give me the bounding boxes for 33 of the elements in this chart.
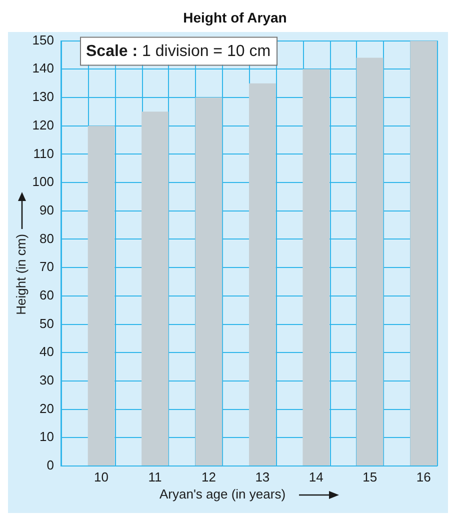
x-tick-label: 16 [416,469,431,484]
bar [142,112,168,466]
y-tick-label: 70 [40,259,54,274]
y-axis-title: Height (in cm) [14,234,29,315]
bar [356,58,384,466]
y-tick-label: 140 [32,60,54,76]
y-tick-label: 40 [40,344,54,360]
x-tick-label: 13 [255,469,270,484]
y-tick-label: 10 [40,429,54,444]
y-tick-label: 60 [40,288,54,302]
bar [302,69,330,466]
chart-title: Height of Aryan [183,9,287,26]
y-tick-label: 130 [32,89,54,104]
y-tick-label: 50 [40,316,54,331]
bar [195,97,222,466]
x-axis-title: Aryan's age (in years) [159,486,286,502]
y-tick-label: 0 [46,458,54,473]
y-tick-label: 80 [40,230,54,246]
bar [249,83,276,466]
y-tick-label: 30 [40,372,54,388]
x-tick-label: 15 [362,469,378,484]
x-tick-label: 10 [94,469,109,484]
y-tick-label: 120 [32,117,54,132]
y-tick-label: 110 [33,146,54,161]
annotation: Scale : 1 division = 10 cm [86,43,271,60]
x-tick-label: 12 [201,469,216,484]
y-tick-label: 20 [40,400,54,416]
bar [88,126,115,466]
y-tick-label: 150 [32,32,54,48]
x-tick-label: 14 [308,469,324,484]
y-tick-label: 100 [32,174,54,190]
x-tick-label: 11 [148,469,162,484]
y-tick-label: 90 [40,202,54,218]
